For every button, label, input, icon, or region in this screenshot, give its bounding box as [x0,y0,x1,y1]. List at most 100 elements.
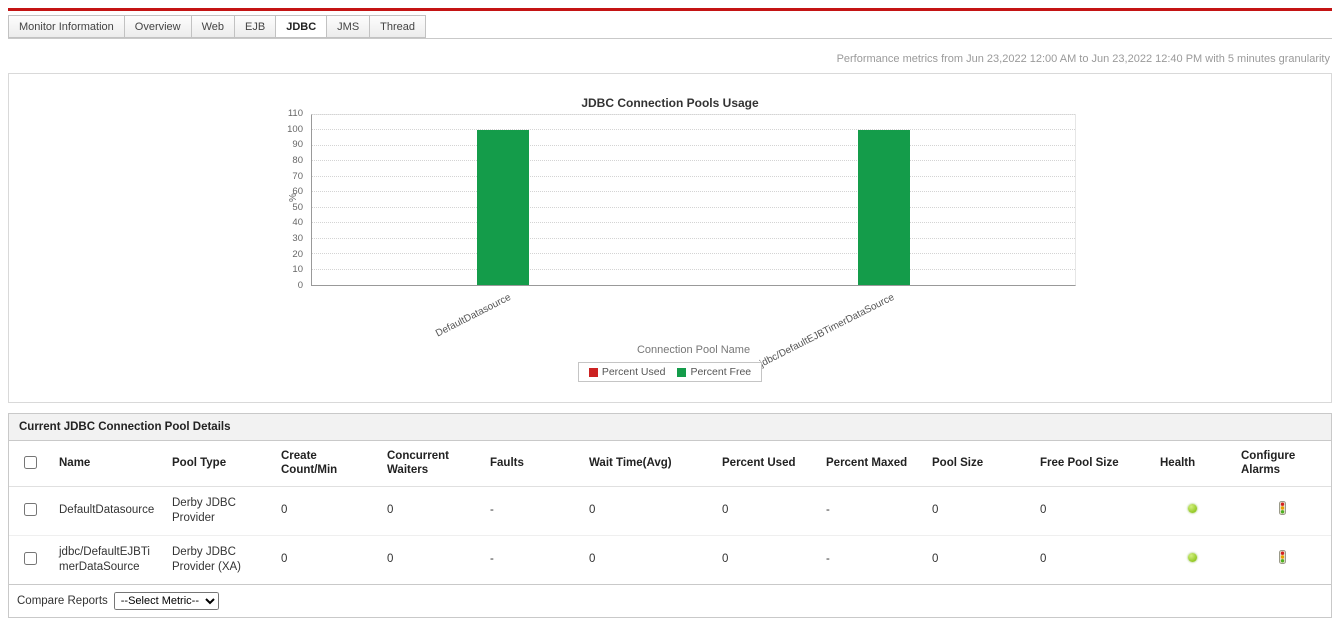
y-tick-label: 20 [292,248,303,260]
table-cell: jdbc/DefaultEJBTimerDataSource [59,545,150,573]
tab-web[interactable]: Web [190,15,236,38]
col-header-percent-used: Percent Used [714,441,818,487]
chart-title: JDBC Connection Pools Usage [581,96,759,110]
gridline [312,253,1075,255]
gridline [312,237,1075,239]
gridline [312,175,1075,177]
table-cell: Derby JDBC Provider (XA) [172,545,242,573]
col-header-concurrent-waiters: Concurrent Waiters [379,441,482,487]
table-cell: 0 [1040,553,1047,566]
y-tick-label: 10 [292,264,303,276]
col-header-faults: Faults [482,441,581,487]
y-tick-label: 30 [292,233,303,245]
y-tick-label: 40 [292,217,303,229]
y-tick-label: 110 [287,108,303,119]
col-header-configure-alarms: Configure Alarms [1233,441,1331,487]
pool-details-panel: Current JDBC Connection Pool Details Nam… [8,413,1332,618]
table-cell: 0 [379,486,482,536]
top-accent-bar [8,8,1332,11]
col-header-percent-maxed: Percent Maxed [818,441,924,487]
health-status-icon[interactable] [1188,504,1197,514]
page: Monitor Information Overview Web EJB JDB… [0,8,1340,618]
table-cell: - [826,553,830,566]
table-cell: DefaultDatasource [51,486,164,536]
pool-table: Name Pool Type Create Count/Min Concurre… [9,441,1331,584]
legend-swatch [588,367,598,377]
bar-percent-free [858,130,911,285]
tab-overview[interactable]: Overview [123,15,192,38]
pool-table-body: DefaultDatasource Derby JDBC Provider 0 0-0… [9,486,1331,583]
legend-label: Percent Used [601,366,666,378]
y-tick-label: 100 [287,123,303,135]
table-cell: - [482,486,581,536]
tab-bar: Monitor Information Overview Web EJB JDB… [8,11,1332,39]
tab-thread[interactable]: Thread [369,15,427,38]
bar-percent-free [476,130,529,285]
y-tick-label: 70 [292,170,303,182]
performance-metrics-note: Performance metrics from Jun 23,2022 12:… [836,53,1330,65]
gridline [312,191,1075,193]
chart-legend: Percent Used Percent Free [577,362,763,382]
legend-item: Percent Free [677,366,751,378]
table-cell: - [818,486,924,536]
table-row: DefaultDatasource Derby JDBC Provider 0 0-0… [9,486,1331,536]
tab-monitor-information[interactable]: Monitor Information [8,15,125,38]
col-header-pool-type: Pool Type [164,441,273,487]
col-header-health: Health [1152,441,1233,487]
configure-alarms-icon[interactable] [1277,501,1288,516]
table-cell: 0 [722,553,729,566]
table-cell: 0 [932,553,939,566]
col-header-free-pool-size: Free Pool Size [1032,441,1152,487]
row-checkbox[interactable] [24,503,37,517]
col-header-name: Name [51,441,164,487]
category-label: DefaultDatasource [434,292,514,340]
pool-details-title: Current JDBC Connection Pool Details [9,414,1331,441]
gridline [312,160,1075,162]
col-header-wait-time: Wait Time(Avg) [581,441,714,487]
chart-x-labels: DefaultDatasource jdbc/DefaultEJBTimerDat… [311,288,1076,370]
gridline [312,114,1075,115]
chart-panel: JDBC Connection Pools Usage % 0 10 20 30 40 5… [8,73,1332,403]
gridline [312,129,1075,131]
gridline [312,144,1075,146]
y-tick-label: 90 [292,139,303,151]
y-tick-label: 50 [292,201,303,213]
gridline [312,206,1075,208]
select-all-checkbox[interactable] [24,456,37,470]
chart-y-axis: 0 10 20 30 40 50 60 70 80 90 100 110 [259,109,307,291]
col-header-pool-size: Pool Size [924,441,1032,487]
health-status-icon[interactable] [1188,553,1197,563]
legend-label: Percent Free [690,366,752,378]
table-cell: - [490,553,494,566]
compare-reports-label: Compare Reports [17,594,108,607]
table-cell: 0 [924,486,1032,536]
table-cell: 0 [1032,486,1152,536]
legend-wrap: Percent Used Percent Free [9,362,1331,382]
table-footer: Compare Reports --Select Metric-- [9,583,1331,617]
y-tick-label: 60 [292,186,303,198]
legend-swatch [677,367,687,377]
gridline [312,222,1075,224]
metric-select[interactable]: --Select Metric-- [113,591,219,610]
tab-jms[interactable]: JMS [326,15,371,38]
category-label: jdbc/DefaultEJBTimerDataSource [757,292,896,370]
table-header-row: Name Pool Type Create Count/Min Concurre… [9,441,1331,487]
tab-ejb[interactable]: EJB [234,15,277,38]
table-cell: 0 [273,486,379,536]
configure-alarms-icon[interactable] [1277,550,1288,565]
y-tick-label: 80 [292,154,303,166]
table-cell: 0 [714,486,818,536]
table-cell: 0 [387,553,394,566]
gridline [312,268,1075,270]
legend-item: Percent Used [588,366,666,378]
table-cell: 0 [589,553,596,566]
table-cell: 0 [281,553,288,566]
x-axis-title: Connection Pool Name [636,344,751,356]
table-cell: Derby JDBC Provider [164,486,273,536]
table-row: jdbc/DefaultEJBTimerDataSource Derby JDBC… [9,535,1331,583]
y-tick-label: 0 [297,280,303,291]
chart-plot-area [311,114,1076,286]
tab-jdbc[interactable]: JDBC [275,15,328,38]
table-cell: 0 [581,486,714,536]
row-checkbox[interactable] [24,552,37,566]
